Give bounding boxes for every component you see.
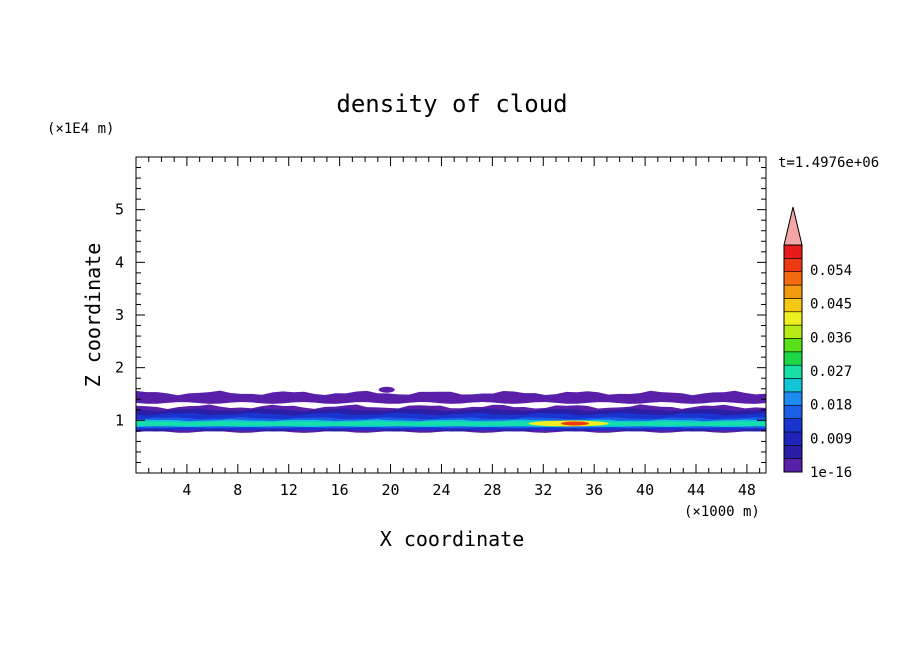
- x-tick-label: 16: [331, 481, 349, 499]
- colorbar-swatch: [783, 271, 803, 286]
- x-unit-label: (×1000 m): [684, 504, 760, 520]
- colorbar-swatch: [783, 338, 803, 353]
- colorbar-swatch: [783, 364, 803, 379]
- x-tick-label: 36: [585, 481, 603, 499]
- colorbar-tick-label: 0.054: [810, 263, 852, 279]
- colorbar-swatch: [783, 391, 803, 406]
- colorbar-swatch: [783, 311, 803, 326]
- colorbar-tick-label: 0.045: [810, 297, 852, 313]
- x-tick-label: 48: [738, 481, 756, 499]
- y-axis: 1 2 3 4 5: [115, 167, 766, 463]
- y-tick-label: 4: [115, 253, 124, 271]
- x-tick-label: 20: [382, 481, 400, 499]
- colorbar-tick-label: 0.027: [810, 364, 852, 380]
- x-axis: 4 8 12 16 20 24 28 32 36 40 44 48: [148, 157, 761, 499]
- x-tick-label: 24: [432, 481, 450, 499]
- x-tick-label: 4: [182, 481, 191, 499]
- colorbar-tick-label: 0.036: [810, 330, 852, 346]
- colorbar-swatch: [783, 458, 803, 473]
- colorbar-swatch: [783, 258, 803, 273]
- colorbar-swatch: [783, 378, 803, 393]
- band-isolated-blob: [378, 386, 395, 393]
- y-tick-label: 2: [115, 359, 124, 377]
- colorbar-swatch: [783, 244, 803, 259]
- colorbar-over-triangle: [783, 206, 803, 246]
- colorbar-tick-label: 0.009: [810, 431, 852, 447]
- y-tick-label: 5: [115, 201, 124, 219]
- colorbar-swatch: [783, 418, 803, 433]
- x-tick-label: 12: [280, 481, 298, 499]
- y-tick-label: 1: [115, 411, 124, 429]
- y-axis-label: Z coordinate: [81, 243, 105, 388]
- x-tick-label: 28: [483, 481, 501, 499]
- x-tick-label: 44: [687, 481, 705, 499]
- colorbar-swatch: [783, 404, 803, 419]
- x-tick-label: 32: [534, 481, 552, 499]
- x-tick-label: 8: [233, 481, 242, 499]
- band-upper-purple: [136, 390, 766, 404]
- colorbar-swatch: [783, 298, 803, 313]
- chart-title: density of cloud: [336, 90, 567, 118]
- time-label: t=1.4976e+06: [778, 155, 879, 171]
- x-tick-label: 40: [636, 481, 654, 499]
- x-axis-label: X coordinate: [380, 527, 525, 551]
- density-field: [136, 386, 766, 433]
- y-unit-label: (×1E4 m): [47, 121, 114, 137]
- colorbar-swatch: [783, 324, 803, 339]
- colorbar-tick-label: 1e-16: [810, 465, 852, 481]
- colorbar-swatch: [783, 284, 803, 299]
- colorbar-swatch: [783, 444, 803, 459]
- band-teal: [136, 421, 766, 426]
- colorbar-swatch: [783, 351, 803, 366]
- y-tick-label: 3: [115, 306, 124, 324]
- band-red-patch: [561, 421, 590, 426]
- colorbar-tick-label: 0.018: [810, 398, 852, 414]
- colorbar-swatch: [783, 431, 803, 446]
- colorbar-frame: [783, 244, 803, 473]
- colorbar: 1e-16 0.009 0.018 0.027 0.036 0.045 0.054: [783, 206, 852, 481]
